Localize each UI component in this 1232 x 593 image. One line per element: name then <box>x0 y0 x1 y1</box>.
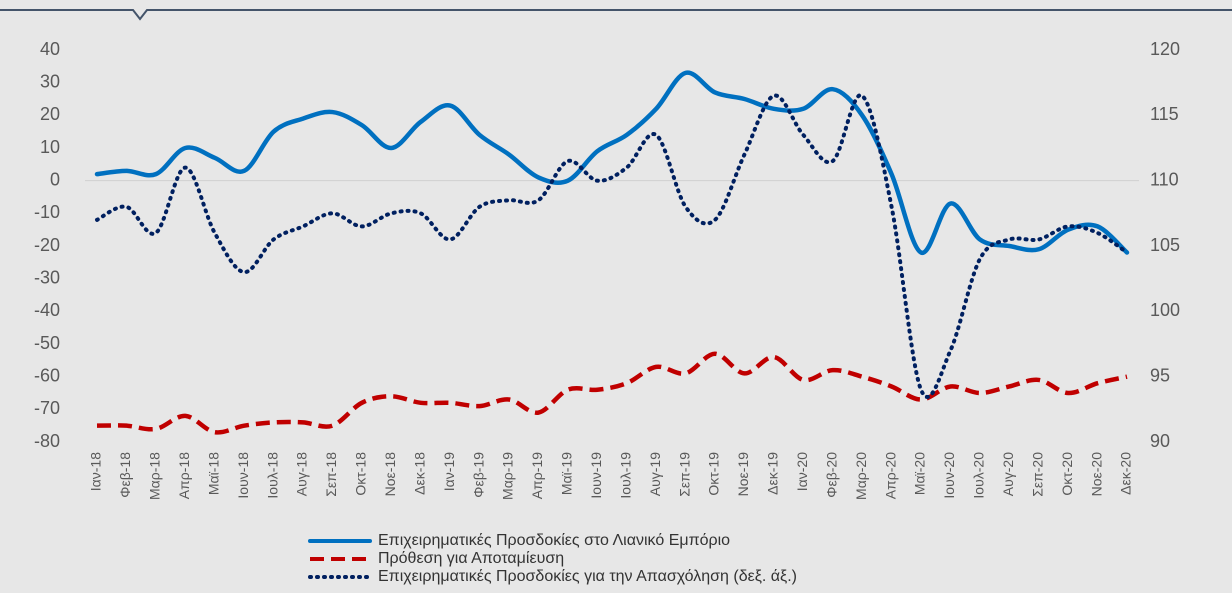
x-tick-label: Μαϊ-18 <box>205 452 221 495</box>
y2-tick-label: 115 <box>1150 104 1179 124</box>
y-tick-label: 40 <box>40 39 60 59</box>
x-tick-label: Οκτ-18 <box>353 452 369 496</box>
x-tick-label: Μαϊ-19 <box>559 452 575 495</box>
series-line <box>96 351 1128 435</box>
x-tick-label: Μαρ-18 <box>147 452 163 500</box>
x-tick-label: Δεκ-20 <box>1118 452 1134 495</box>
x-tick-label: Νοε-20 <box>1088 452 1104 497</box>
x-tick-label: Δεκ-18 <box>411 452 427 495</box>
series-line <box>94 70 1130 255</box>
x-tick-label: Μαρ-20 <box>853 452 869 500</box>
x-tick-label: Ιουλ-18 <box>264 452 280 499</box>
x-tick-label: Σεπ-18 <box>323 452 339 497</box>
x-tick-label: Μαϊ-20 <box>912 452 928 495</box>
y-tick-label: -80 <box>34 431 60 451</box>
y2-tick-label: 110 <box>1150 169 1179 189</box>
y-tick-label: -40 <box>34 300 60 320</box>
x-tick-label: Σεπ-19 <box>676 452 692 497</box>
x-tick-label: Ιουν-18 <box>235 452 251 499</box>
x-tick-label: Φεβ-18 <box>117 452 133 498</box>
y-tick-label: -70 <box>34 398 60 418</box>
x-tick-label: Ιαν-20 <box>794 452 810 491</box>
x-tick-label: Αυγ-20 <box>1000 452 1016 496</box>
x-tick-label: Αυγ-18 <box>294 452 310 496</box>
x-tick-label: Μαρ-19 <box>500 452 516 500</box>
y2-tick-label: 100 <box>1150 300 1180 320</box>
y-tick-label: -30 <box>34 267 60 287</box>
x-tick-label: Νοε-18 <box>382 452 398 497</box>
y-tick-label: 30 <box>40 71 60 91</box>
x-tick-label: Ιουν-19 <box>588 452 604 499</box>
legend-label: Πρόθεση για Αποταμίευση <box>378 550 564 567</box>
x-tick-label: Απρ-19 <box>529 452 545 499</box>
y-tick-label: -60 <box>34 365 60 385</box>
y-tick-label: 20 <box>40 104 60 124</box>
x-tick-label: Ιουν-20 <box>941 452 957 499</box>
legend-label: Επιχειρηματικές Προσδοκίες για την Απασχ… <box>378 568 797 585</box>
legend-label: Επιχειρηματικές Προσδοκίες στο Λιανικό Ε… <box>378 532 730 549</box>
y-tick-label: -10 <box>34 202 60 222</box>
y-tick-label: -20 <box>34 235 60 255</box>
x-tick-label: Αυγ-19 <box>647 452 663 496</box>
y-tick-label: 0 <box>50 169 60 189</box>
x-tick-label: Φεβ-19 <box>470 452 486 498</box>
header-rule <box>0 9 1232 21</box>
y-tick-label: -50 <box>34 333 60 353</box>
x-tick-label: Δεκ-19 <box>765 452 781 495</box>
x-tick-label: Απρ-18 <box>176 452 192 499</box>
x-tick-label: Φεβ-20 <box>823 452 839 498</box>
x-tick-label: Ιουλ-19 <box>617 452 633 499</box>
x-tick-label: Ιουλ-20 <box>971 452 987 499</box>
x-tick-label: Νοε-19 <box>735 452 751 497</box>
y2-tick-label: 105 <box>1150 235 1180 255</box>
y2-tick-label: 90 <box>1150 431 1170 451</box>
x-tick-label: Οκτ-19 <box>706 452 722 496</box>
x-tick-label: Απρ-20 <box>882 452 898 499</box>
y-tick-label: 10 <box>40 137 60 157</box>
x-tick-label: Ιαν-19 <box>441 452 457 491</box>
x-tick-label: Οκτ-20 <box>1059 452 1075 496</box>
x-tick-label: Σεπ-20 <box>1029 452 1045 497</box>
y2-tick-label: 120 <box>1150 39 1180 59</box>
series-line <box>95 93 1129 399</box>
x-tick-label: Ιαν-18 <box>88 452 104 491</box>
y2-tick-label: 95 <box>1150 365 1170 385</box>
